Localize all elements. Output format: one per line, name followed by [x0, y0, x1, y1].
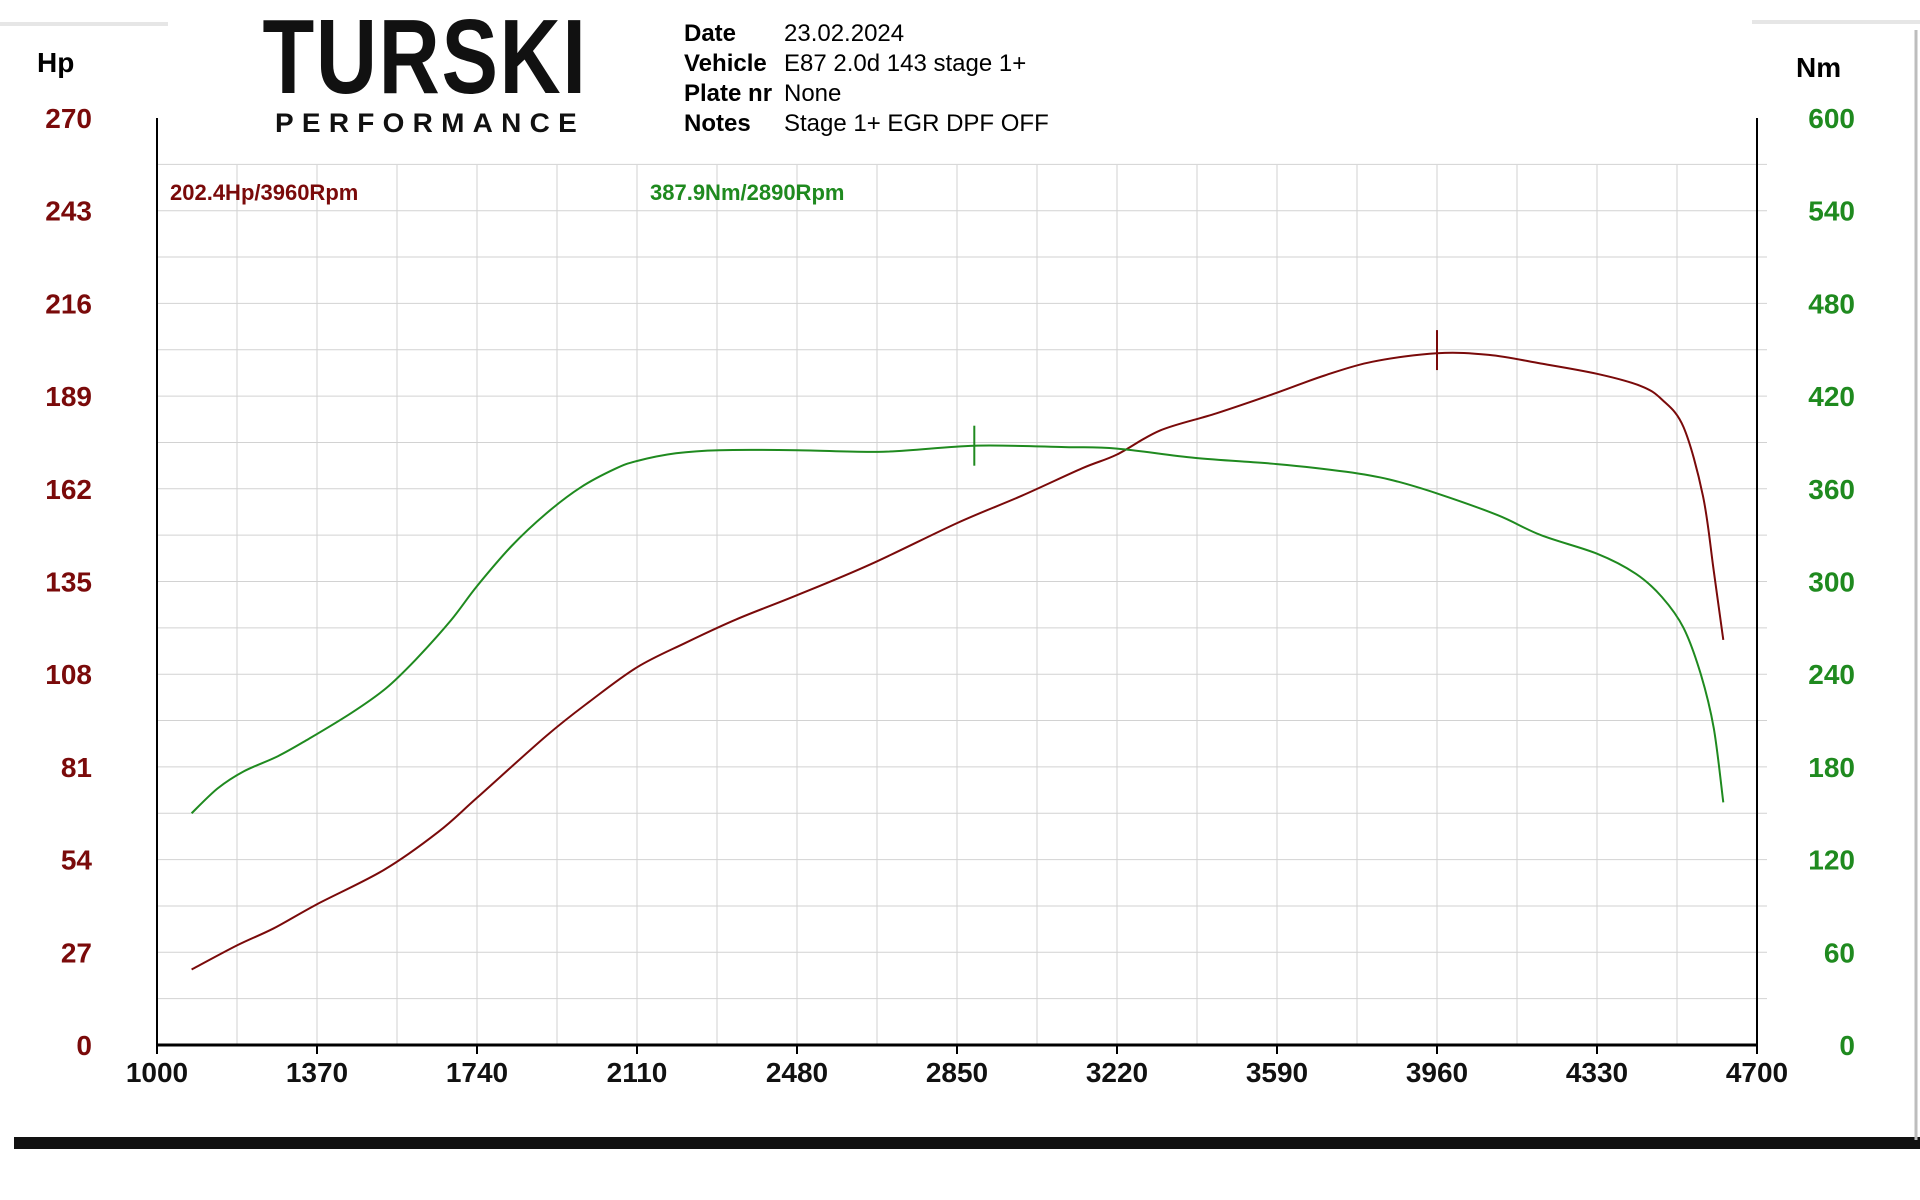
x-tick-label: 3590 — [1246, 1057, 1308, 1088]
left-axis-unit: Hp — [37, 47, 74, 78]
x-tick-label: 3220 — [1086, 1057, 1148, 1088]
notes-value: Stage 1+ EGR DPF OFF — [784, 110, 1049, 137]
plate-label: Plate nr — [684, 80, 772, 107]
left-tick-label: 135 — [45, 567, 92, 598]
brand-name: TURSKI — [263, 0, 588, 116]
left-tick-label: 54 — [61, 845, 93, 876]
power-curve — [191, 351, 1725, 971]
x-tick-label: 2480 — [766, 1057, 828, 1088]
right-tick-label: 540 — [1808, 196, 1855, 227]
power-peak-label: 202.4Hp/3960Rpm — [170, 180, 358, 205]
right-tick-label: 480 — [1808, 288, 1855, 319]
left-tick-label: 0 — [76, 1030, 92, 1061]
axes — [156, 118, 1758, 1054]
left-tick-label: 162 — [45, 474, 92, 505]
series — [190, 330, 1725, 971]
x-tick-label: 2110 — [607, 1057, 668, 1088]
x-tick-label: 1740 — [446, 1057, 508, 1088]
vehicle-label: Vehicle — [684, 50, 767, 77]
brand-logo: TURSKI PERFORMANCE — [263, 0, 588, 138]
brand-tagline: PERFORMANCE — [275, 108, 585, 138]
right-tick-label: 180 — [1808, 752, 1855, 783]
left-tick-label: 270 — [45, 103, 92, 134]
right-tick-label: 420 — [1808, 381, 1855, 412]
date-label: Date — [684, 20, 736, 47]
notes-label: Notes — [684, 110, 751, 137]
x-tick-label: 1000 — [126, 1057, 188, 1088]
info-block: Date 23.02.2024 Vehicle E87 2.0d 143 sta… — [684, 20, 1049, 137]
x-tick-label: 1370 — [286, 1057, 348, 1088]
left-tick-label: 216 — [45, 288, 92, 319]
right-tick-label: 300 — [1808, 567, 1855, 598]
torque-peak-label: 387.9Nm/2890Rpm — [650, 180, 844, 205]
date-value: 23.02.2024 — [784, 20, 904, 47]
bottom-frame-bar — [14, 1137, 1920, 1149]
x-tick-label: 4700 — [1726, 1057, 1788, 1088]
vehicle-value: E87 2.0d 143 stage 1+ — [784, 50, 1026, 77]
plate-value: None — [784, 80, 841, 107]
right-tick-label: 0 — [1839, 1030, 1855, 1061]
x-tick-label: 2850 — [926, 1057, 988, 1088]
right-tick-label: 240 — [1808, 659, 1855, 690]
right-tick-label: 600 — [1808, 103, 1855, 134]
right-axis-unit: Nm — [1796, 52, 1841, 83]
right-tick-label: 60 — [1824, 937, 1855, 968]
x-tick-label: 4330 — [1566, 1057, 1628, 1088]
left-tick-label: 27 — [61, 937, 92, 968]
x-tick-label: 3960 — [1406, 1057, 1468, 1088]
left-tick-label: 81 — [61, 752, 92, 783]
left-tick-label: 108 — [45, 659, 92, 690]
left-tick-label: 189 — [45, 381, 92, 412]
grid — [157, 163, 1767, 1045]
tick-labels: 1000 1370 1740 2110 2480 2850 3220 3590 3960 4330… — [45, 103, 1855, 1088]
right-tick-label: 360 — [1808, 474, 1855, 505]
left-tick-label: 243 — [45, 196, 92, 227]
right-tick-label: 120 — [1808, 845, 1855, 876]
torque-curve — [190, 444, 1725, 815]
